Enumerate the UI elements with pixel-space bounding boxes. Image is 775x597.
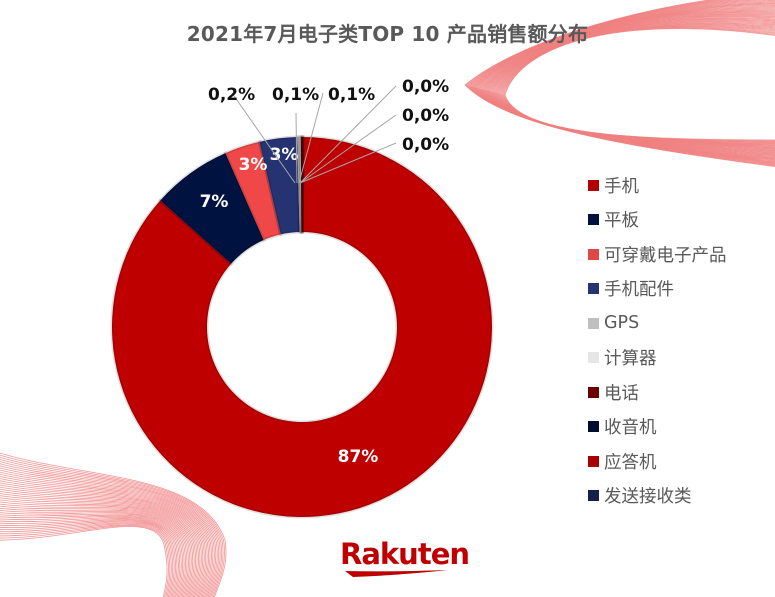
donut-slice	[300, 135, 305, 234]
donut-slice	[295, 135, 303, 234]
donut-slice	[300, 135, 305, 234]
legend-label: GPS	[604, 313, 640, 334]
chart-title: 2021年7月电子类TOP 10 产品销售额分布	[186, 22, 589, 46]
callout-label: 0,2%	[208, 85, 255, 105]
legend-swatch-icon	[588, 179, 599, 191]
legend-item-answering-machine: 应答机	[588, 444, 727, 479]
donut-slice	[257, 135, 302, 237]
legend-item-radio: 收音机	[588, 410, 727, 445]
legend-item-transceiver: 发送接收类	[588, 479, 727, 514]
legend-label: 发送接收类	[604, 487, 692, 508]
legend-item-gps: GPS	[588, 306, 727, 341]
legend-swatch-icon	[588, 490, 599, 502]
legend-label: 平板	[604, 211, 639, 232]
legend-item-phone: 手机	[588, 168, 727, 203]
legend-item-calculator: 计算器	[588, 341, 727, 376]
donut-slice	[158, 151, 266, 266]
callout-label: 0,1%	[328, 85, 375, 105]
legend-label: 手机配件	[604, 280, 674, 301]
donut-slice	[298, 135, 303, 234]
donut-slice	[110, 135, 494, 519]
slice-label: 87%	[338, 447, 379, 467]
legend-swatch-icon	[588, 386, 599, 398]
legend-swatch-icon	[588, 214, 599, 226]
legend-swatch-icon	[588, 248, 599, 260]
legend-label: 可穿戴电子产品	[604, 245, 727, 266]
legend-swatch-icon	[588, 317, 599, 329]
legend-item-telephone: 电话	[588, 375, 727, 410]
legend-label: 应答机	[604, 452, 657, 473]
callout-label: 0,0%	[402, 135, 449, 155]
legend-item-tablet: 平板	[588, 203, 727, 238]
legend-swatch-icon	[588, 421, 599, 433]
legend-swatch-icon	[588, 455, 599, 467]
legend-label: 收音机	[604, 418, 657, 439]
legend-label: 手机	[604, 176, 639, 197]
legend-label: 电话	[604, 383, 639, 404]
legend-item-phone-accessories: 手机配件	[588, 272, 727, 307]
legend-item-wearables: 可穿戴电子产品	[588, 237, 727, 272]
callout-label: 0,0%	[402, 106, 449, 126]
callout-label: 0,0%	[402, 77, 449, 97]
callout-label: 0,1%	[272, 85, 319, 105]
legend-swatch-icon	[588, 283, 599, 295]
slice-label: 7%	[200, 192, 229, 212]
legend-label: 计算器	[604, 349, 657, 370]
slice-label: 3%	[270, 145, 299, 165]
legend-swatch-icon	[588, 352, 599, 364]
slice-label: 3%	[239, 155, 268, 175]
logo-swoosh-icon	[345, 570, 448, 577]
chart-legend: 手机 平板 可穿戴电子产品 手机配件 GPS 计算器 电话 收音机 应答机 发送…	[588, 168, 727, 513]
donut-slice	[223, 140, 283, 243]
rakuten-logo: Rakuten	[340, 537, 470, 571]
